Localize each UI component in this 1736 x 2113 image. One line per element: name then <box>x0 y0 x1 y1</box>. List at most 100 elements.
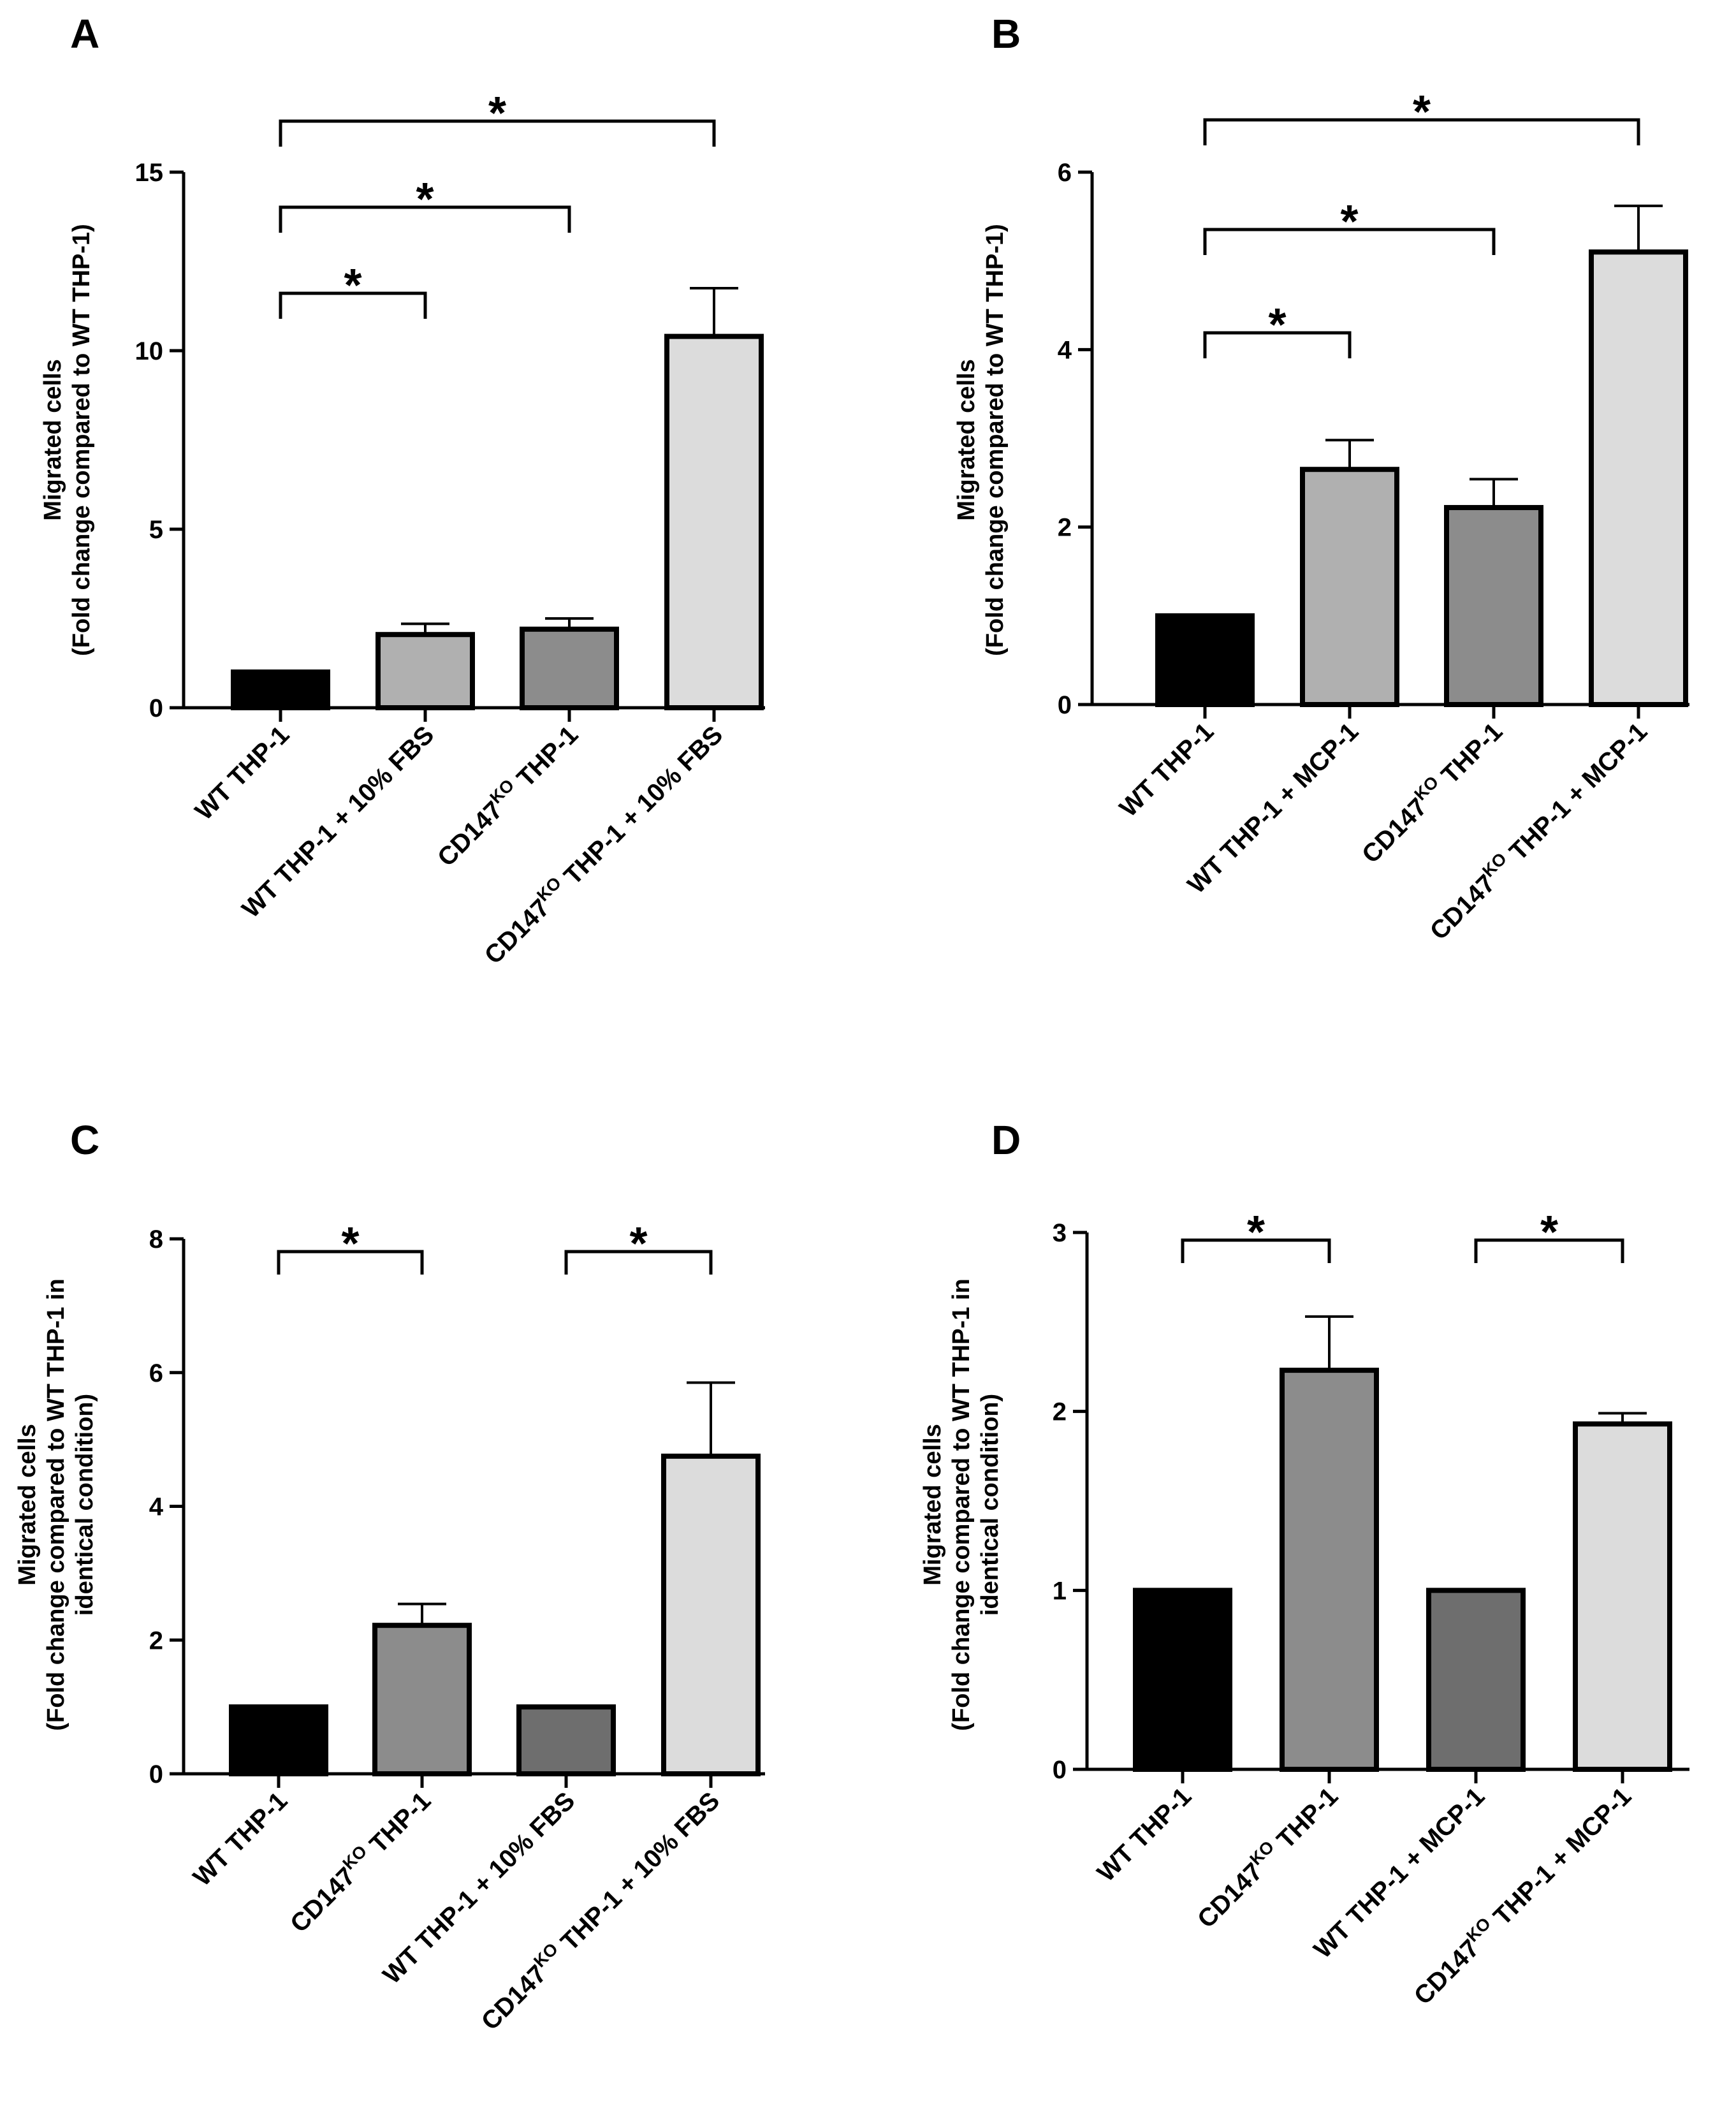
category-text: CD147 <box>476 1960 552 2036</box>
y-axis-label-line: (Fold change compared to WT THP-1) <box>982 224 1009 656</box>
y-tick-label: 4 <box>149 1493 164 1521</box>
bar <box>376 632 475 711</box>
significance-bracket <box>1203 228 1496 255</box>
panel-letter: A <box>70 11 99 57</box>
significance-star: * <box>1247 1207 1265 1258</box>
x-category-label: CD147KO THP-1 <box>1354 715 1508 869</box>
x-category-label: CD147KO THP-1 <box>1190 1780 1343 1934</box>
category-text: CD147 <box>1425 870 1501 946</box>
y-tick-label: 3 <box>1053 1219 1067 1247</box>
x-category-label: WT THP-1 <box>190 720 295 826</box>
bar <box>1589 249 1688 707</box>
y-axis-label-line: Migrated cells <box>40 359 66 520</box>
x-category-label: WT THP-1 <box>1092 1782 1197 1887</box>
y-tick-label: 0 <box>1058 691 1072 719</box>
y-axis-label-line: (Fold change compared to WT THP-1 in <box>43 1278 69 1730</box>
category-text: WT THP-1 <box>190 720 295 826</box>
significance-bracket <box>279 291 427 319</box>
category-text-after: THP-1 <box>360 1787 437 1864</box>
category-text: CD147 <box>1357 793 1433 868</box>
y-tick-label: 0 <box>149 694 163 722</box>
category-text-after: THP-1 + MCP-1 <box>1483 1782 1637 1936</box>
y-axis-label-line: Migrated cells <box>919 1424 946 1585</box>
significance-star: * <box>341 1218 359 1269</box>
y-tick-label: 8 <box>149 1225 163 1254</box>
significance-bracket <box>564 1250 713 1275</box>
significance-bracket <box>1203 331 1352 358</box>
y-tick-label: 0 <box>149 1760 163 1788</box>
y-tick-label: 4 <box>1058 336 1072 364</box>
x-category-label: CD147KO THP-1 + 10% FBS <box>474 1785 725 2036</box>
category-text: CD147 <box>479 894 555 970</box>
y-tick-label: 0 <box>1053 1756 1067 1784</box>
panel-b: B Migrated cells (Fold change compared to … <box>953 11 1689 946</box>
category-text: CD147 <box>1192 1857 1268 1933</box>
x-category-label: CD147KO THP-1 + 10% FBS <box>477 719 728 970</box>
bar <box>661 1453 761 1776</box>
significance-bracket <box>1474 1238 1624 1263</box>
category-text-after: THP-1 <box>1431 717 1508 794</box>
y-axis-label-line: identical condition) <box>977 1394 1003 1616</box>
category-text: CD147 <box>432 796 508 872</box>
bar <box>1280 1368 1379 1772</box>
y-axis-label-line: identical condition) <box>71 1394 98 1616</box>
category-text-after: THP-1 <box>1267 1782 1344 1859</box>
bar <box>231 669 330 710</box>
category-text: WT THP-1 <box>1092 1782 1197 1887</box>
category-text: CD147 <box>285 1862 361 1938</box>
y-tick-label: 2 <box>149 1627 163 1655</box>
category-text-after: THP-1 + MCP-1 <box>1499 717 1652 871</box>
category-text-after: THP-1 + 10% FBS <box>550 1787 725 1961</box>
significance-star: * <box>1268 300 1286 351</box>
y-axis-label-line: (Fold change compared to WT THP-1) <box>68 224 95 656</box>
bar <box>1300 467 1399 707</box>
category-text: WT THP-1 <box>1114 717 1220 823</box>
category-text-after: THP-1 + 10% FBS <box>553 720 728 895</box>
y-tick-label: 5 <box>149 516 163 544</box>
significance-star: * <box>488 88 506 139</box>
bar <box>229 1704 328 1776</box>
x-category-label: WT THP-1 <box>188 1787 293 1892</box>
significance-star: * <box>416 174 434 225</box>
x-category-label: CD147KO THP-1 <box>430 719 583 872</box>
bar <box>1155 613 1255 707</box>
y-axis-label-line: Migrated cells <box>953 359 980 520</box>
panel-c: C Migrated cells (Fold change compared to … <box>14 1117 765 2036</box>
y-tick-label: 6 <box>149 1359 163 1387</box>
category-text-after: THP-1 <box>507 720 584 798</box>
bar <box>1426 1588 1526 1772</box>
significance-bracket <box>279 205 571 233</box>
bar <box>664 333 764 710</box>
bar <box>1444 505 1543 707</box>
panel-a: A Migrated cells (Fold change compared to … <box>40 11 765 970</box>
panel-letter: B <box>991 11 1021 57</box>
bar <box>1573 1421 1672 1772</box>
significance-bracket <box>1181 1238 1331 1263</box>
y-tick-label: 2 <box>1053 1398 1067 1426</box>
panel-d: D Migrated cells (Fold change compared to … <box>919 1117 1689 2010</box>
bar <box>1133 1588 1232 1772</box>
significance-star: * <box>344 260 361 311</box>
y-tick-label: 15 <box>135 159 164 187</box>
significance-star: * <box>1540 1207 1558 1258</box>
significance-bracket <box>279 119 716 147</box>
significance-star: * <box>629 1218 647 1269</box>
category-text: CD147 <box>1409 1934 1485 2010</box>
panel-letter: D <box>991 1117 1021 1163</box>
category-text: WT THP-1 <box>188 1787 293 1892</box>
bar <box>516 1704 616 1776</box>
x-category-label: CD147KO THP-1 <box>282 1785 436 1938</box>
panel-letter: C <box>70 1117 99 1163</box>
x-category-label: WT THP-1 <box>1114 717 1220 823</box>
y-tick-label: 6 <box>1058 159 1072 187</box>
y-tick-label: 10 <box>135 337 164 365</box>
significance-star: * <box>1340 196 1358 247</box>
y-axis-label-line: (Fold change compared to WT THP-1 in <box>948 1278 975 1730</box>
y-axis-label-line: Migrated cells <box>14 1424 41 1585</box>
significance-bracket <box>1203 118 1640 145</box>
y-tick-label: 1 <box>1053 1577 1067 1605</box>
significance-star: * <box>1413 87 1431 138</box>
bar <box>520 626 619 710</box>
significance-bracket <box>277 1250 424 1275</box>
